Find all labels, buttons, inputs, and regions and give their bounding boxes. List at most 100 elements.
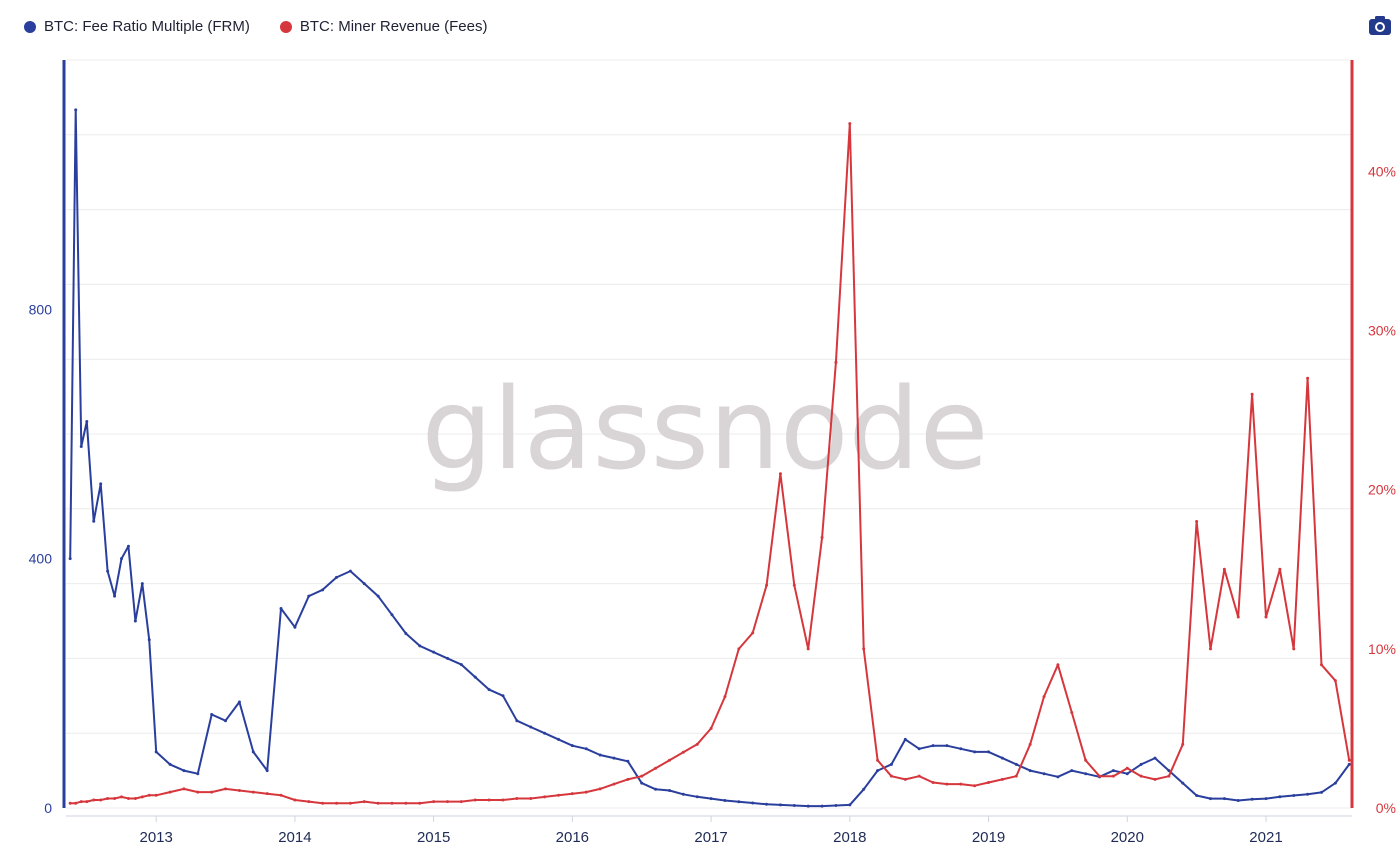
data-point [1014,774,1018,778]
data-point [1333,679,1337,683]
data-point [133,796,137,800]
data-point [820,804,824,808]
data-point [140,582,144,586]
data-point [168,762,172,766]
data-point [390,613,394,617]
data-point [1347,762,1351,766]
data-point [515,796,519,800]
data-point [79,444,83,448]
data-point [834,360,838,364]
data-point [1167,774,1171,778]
data-point [626,759,630,763]
data-point [224,787,228,791]
data-point [487,688,491,692]
data-point [106,796,110,800]
data-point [1098,774,1102,778]
data-point [529,725,533,729]
data-point [1195,794,1199,798]
legend-item-fees[interactable]: BTC: Miner Revenue (Fees) [279,18,487,35]
data-point [792,583,796,587]
data-point [765,583,769,587]
data-point [709,797,713,801]
data-point [1319,663,1323,667]
data-point [251,750,255,754]
data-point [348,569,352,573]
data-point [598,787,602,791]
data-point [126,796,130,800]
data-point [529,796,533,800]
data-point [1333,781,1337,785]
data-point [931,744,935,748]
data-point [168,790,172,794]
data-point [820,535,824,539]
x-axis-tick-label: 2014 [278,829,311,846]
data-point [1070,769,1074,773]
legend-dot-frm [24,20,36,33]
data-point [1306,376,1310,380]
data-point [612,756,616,760]
data-point [1319,790,1323,794]
data-point [79,800,83,804]
data-point [1208,797,1212,801]
right-axis-tick-label: 10% [1368,641,1396,657]
data-point [556,737,560,741]
data-point [876,769,880,773]
x-axis-tick-label: 2017 [694,829,727,846]
data-point [459,663,463,667]
axes: 0 400 800 0% 10% 20% 30% 40% 2013 2014 2015 2016 201… [29,60,1396,846]
data-point [293,798,297,802]
data-point [667,758,671,762]
left-axis-tick-label: 800 [29,301,53,317]
data-point [973,750,977,754]
data-point [848,803,852,807]
data-point [445,656,449,660]
left-axis-tick-label: 0 [44,800,52,816]
data-point [85,420,89,424]
data-point [68,801,72,805]
data-point [1278,795,1282,799]
data-point [224,719,228,723]
data-point [584,790,588,794]
data-point [1139,774,1143,778]
data-point [1208,647,1212,651]
data-point [432,800,436,804]
data-point [917,774,921,778]
data-point [1056,775,1060,779]
data-point [265,792,269,796]
data-point [570,792,574,796]
data-point [876,758,880,762]
data-point [182,769,186,773]
data-point [182,787,186,791]
data-point [1125,766,1129,770]
data-point [99,482,103,486]
data-point [1000,756,1004,760]
series-layer [68,108,1351,808]
data-point [1028,769,1032,773]
data-point [903,777,907,781]
data-point [74,801,78,805]
data-point [307,800,311,804]
data-point [92,798,96,802]
x-axis-tick-label: 2015 [417,829,450,846]
data-point [598,753,602,757]
data-point [667,789,671,793]
data-point [99,798,103,802]
data-point [147,793,151,797]
data-point [1042,695,1046,699]
left-axis-tick-label: 400 [29,551,53,567]
data-point [903,737,907,741]
watermark: glassnode [421,365,988,495]
data-point [1111,774,1115,778]
data-point [1153,756,1157,760]
data-point [376,594,380,598]
data-point [210,790,214,794]
data-point [737,800,741,804]
data-point [335,575,339,579]
right-axis-tick-label: 40% [1368,163,1396,179]
data-point [834,804,838,808]
data-point [1125,772,1129,776]
legend-item-frm[interactable]: BTC: Fee Ratio Multiple (FRM) [24,18,250,35]
data-point [445,800,449,804]
camera-icon[interactable] [1368,14,1392,36]
right-axis-tick-label: 30% [1368,323,1396,339]
